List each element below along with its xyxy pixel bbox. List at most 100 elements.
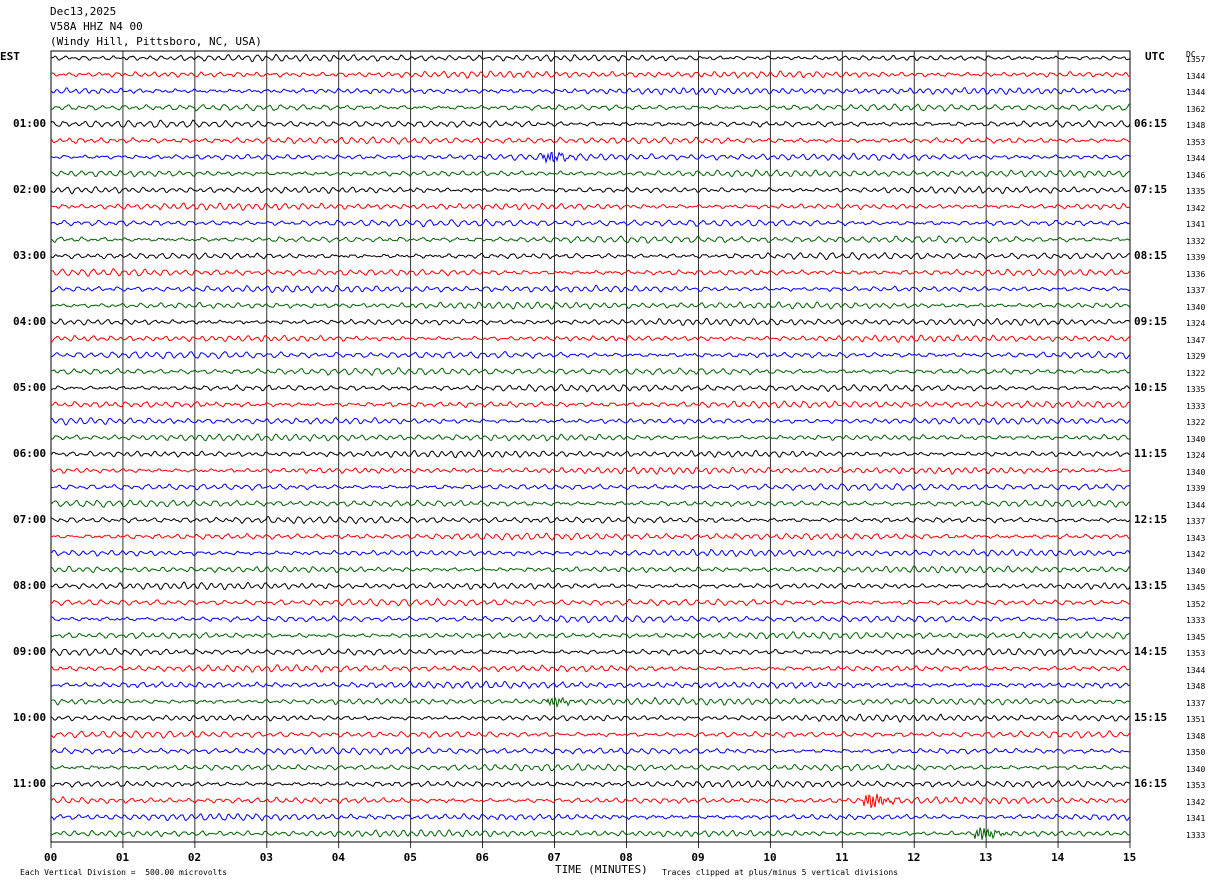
trace-dc-offset: 1339 <box>1186 484 1206 493</box>
seismic-trace <box>50 350 1131 360</box>
seismic-trace <box>50 812 1131 822</box>
seismic-trace <box>50 565 1131 574</box>
trace-dc-offset: 1357 <box>1186 55 1206 64</box>
trace-dc-offset: 1340 <box>1186 566 1206 576</box>
seismic-trace <box>50 696 1131 709</box>
seismic-trace <box>50 515 1131 525</box>
seismic-trace <box>50 151 1131 164</box>
left-hour-label: 05:00 <box>13 381 47 394</box>
seismic-trace <box>50 53 1131 63</box>
right-hour-label: 08:15 <box>1134 249 1168 262</box>
trace-dc-offset: 1324 <box>1186 451 1206 460</box>
seismic-trace <box>50 466 1131 475</box>
left-hour-label: 01:00 <box>13 117 47 130</box>
trace-dc-offset: 1342 <box>1186 550 1206 559</box>
seismic-trace <box>50 284 1131 294</box>
seismic-trace <box>50 103 1131 112</box>
seismic-trace <box>50 647 1131 657</box>
x-tick-label: 05 <box>403 851 417 864</box>
seismic-trace <box>50 483 1131 492</box>
left-hour-label: 03:00 <box>13 249 47 262</box>
x-tick-label: 00 <box>44 851 58 864</box>
trace-dc-offset: 1348 <box>1186 682 1206 691</box>
x-tick-label: 02 <box>187 851 202 864</box>
seismic-trace <box>50 793 1131 809</box>
seismic-trace <box>50 433 1131 442</box>
x-tick-label: 08 <box>619 851 633 864</box>
trace-dc-offset: 1322 <box>1186 418 1206 427</box>
trace-dc-offset: 1342 <box>1186 203 1206 213</box>
seismic-trace <box>50 70 1131 79</box>
seismic-trace <box>50 416 1131 426</box>
trace-dc-offset: 1337 <box>1186 286 1206 295</box>
seismic-trace <box>50 251 1131 261</box>
seismic-trace <box>50 548 1131 558</box>
trace-dc-offset: 1335 <box>1186 187 1206 196</box>
seismic-trace <box>50 631 1131 640</box>
seismic-trace <box>50 317 1131 327</box>
trace-dc-offset: 1353 <box>1186 649 1206 658</box>
trace-dc-offset: 1350 <box>1186 748 1206 757</box>
seismic-trace <box>50 169 1131 178</box>
left-hour-label: 07:00 <box>13 513 47 526</box>
right-hour-label: 10:15 <box>1134 381 1168 394</box>
trace-dc-offset: 1337 <box>1186 698 1206 708</box>
seismic-trace <box>50 581 1131 591</box>
trace-dc-offset: 1340 <box>1186 434 1206 444</box>
left-hour-label: 08:00 <box>13 579 47 592</box>
seismic-trace <box>50 532 1131 541</box>
trace-dc-offset: 1344 <box>1186 88 1206 97</box>
seismic-trace <box>50 218 1131 228</box>
trace-dc-offset: 1352 <box>1186 599 1206 609</box>
right-hour-label: 11:15 <box>1134 447 1168 460</box>
x-tick-label: 07 <box>547 851 561 864</box>
seismic-trace <box>50 367 1131 377</box>
seismic-trace <box>50 614 1131 624</box>
trace-dc-offset: 1348 <box>1186 731 1206 741</box>
trace-dc-offset: 1343 <box>1186 533 1206 543</box>
right-hour-label: 13:15 <box>1134 579 1168 592</box>
seismic-trace <box>50 400 1131 409</box>
trace-dc-offset: 1348 <box>1186 121 1206 130</box>
trace-dc-offset: 1339 <box>1186 253 1206 262</box>
seismic-trace <box>50 301 1131 310</box>
trace-dc-offset: 1345 <box>1186 583 1206 592</box>
trace-dc-offset: 1344 <box>1186 154 1206 163</box>
trace-dc-offset: 1324 <box>1186 319 1206 328</box>
seismic-trace <box>50 185 1131 195</box>
x-tick-label: 11 <box>835 851 849 864</box>
trace-dc-offset: 1362 <box>1186 104 1206 114</box>
seismic-trace <box>50 499 1131 508</box>
seismic-trace <box>50 746 1131 756</box>
x-tick-label: 03 <box>259 851 274 864</box>
seismic-trace <box>50 827 1131 840</box>
trace-dc-offset: 1333 <box>1186 830 1206 840</box>
seismic-trace <box>50 235 1131 244</box>
clip-note: Traces clipped at plus/minus 5 vertical … <box>662 868 899 877</box>
header-station: V58A HHZ N4 00 <box>50 20 143 33</box>
header-location: (Windy Hill, Pittsboro, NC, USA) <box>50 35 262 48</box>
left-hour-label: 09:00 <box>13 645 47 658</box>
trace-dc-offset: 1340 <box>1186 302 1206 312</box>
trace-dc-offset: 1351 <box>1186 715 1206 724</box>
trace-dc-offset: 1336 <box>1186 269 1206 279</box>
x-tick-label: 06 <box>475 851 489 864</box>
seismic-trace <box>50 449 1131 459</box>
x-tick-label: 01 <box>115 851 130 864</box>
x-axis-title: TIME (MINUTES) <box>555 863 648 876</box>
seismic-trace <box>50 680 1131 690</box>
left-hour-label: 10:00 <box>13 711 47 724</box>
right-hour-label: 12:15 <box>1134 513 1168 526</box>
left-zone-label: EST <box>0 50 20 63</box>
trace-dc-offset: 1353 <box>1186 781 1206 790</box>
trace-dc-offset: 1335 <box>1186 385 1206 394</box>
left-hour-label: 11:00 <box>13 777 47 790</box>
seismic-trace <box>50 202 1131 212</box>
x-tick-label: 14 <box>1051 851 1065 864</box>
x-tick-label: 13 <box>979 851 993 864</box>
x-tick-label: 12 <box>907 851 921 864</box>
x-tick-label: 09 <box>691 851 705 864</box>
trace-dc-offset: 1333 <box>1186 616 1206 625</box>
trace-dc-offset: 1337 <box>1186 517 1206 526</box>
